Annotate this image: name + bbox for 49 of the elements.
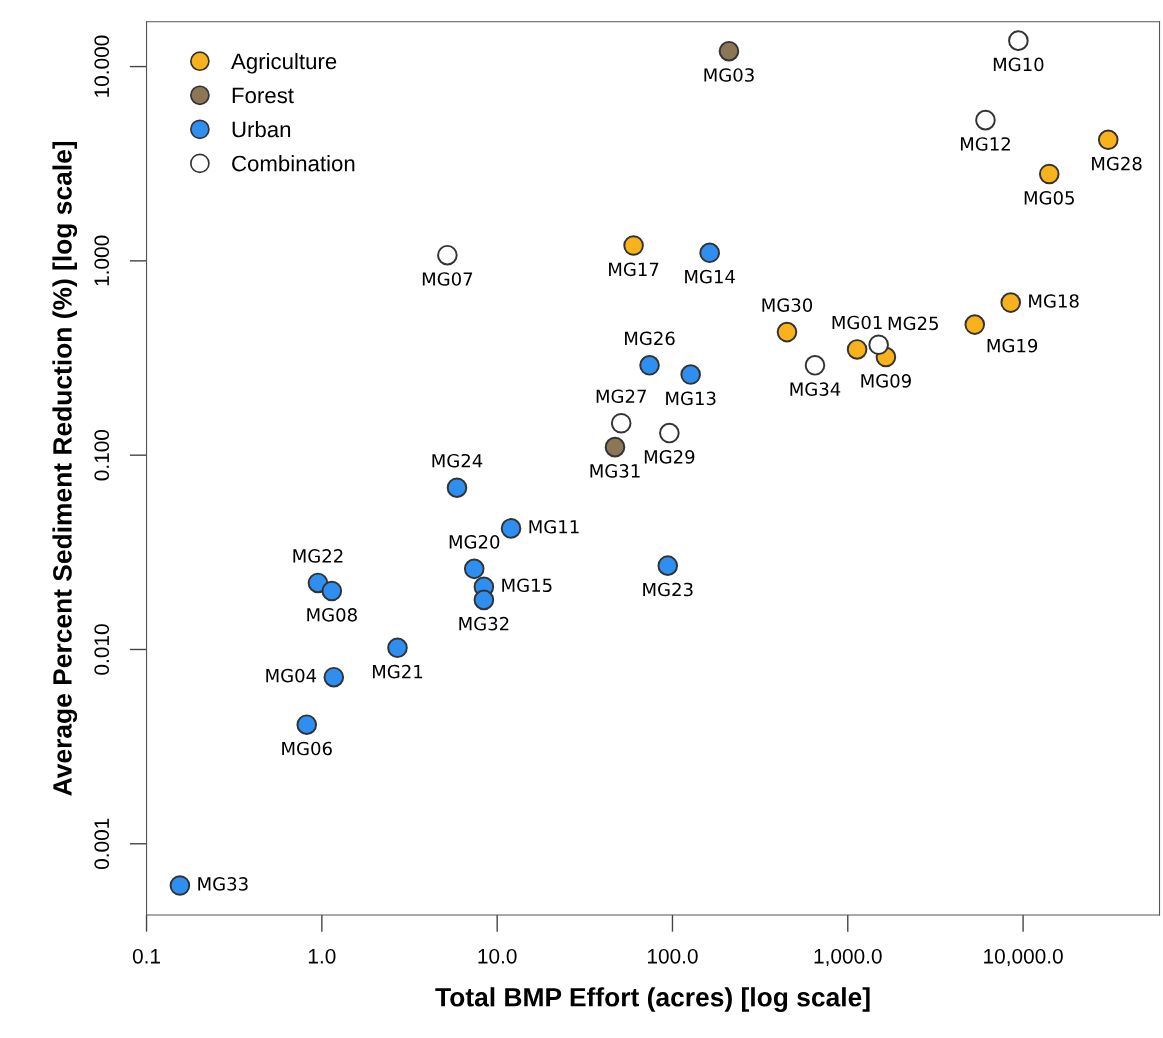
- annotation: MG13: [666, 391, 716, 406]
- y-axis-title: Average Percent Sediment Reduction (%) [log scale]: [52, 141, 78, 796]
- annotation: MG10: [993, 57, 1044, 72]
- x-tick-label: 10.0: [478, 948, 517, 964]
- x-tick-label: 100.0: [647, 948, 698, 964]
- x-axis-title: Total BMP Effort (acres) [log scale]: [435, 987, 870, 1012]
- y-tick-label: 0.001: [94, 818, 110, 870]
- x-tick-label: 0.1: [132, 948, 160, 964]
- annotation: MG21: [372, 664, 423, 679]
- x-tick-label: 1.0: [308, 948, 336, 964]
- annotation: MG22: [293, 549, 343, 563]
- y-tick-label: 0.010: [94, 624, 110, 675]
- annotation: MG17: [609, 262, 659, 277]
- annotation: MG24: [432, 453, 483, 468]
- annotation: MG11: [529, 519, 579, 534]
- annotation: MG09: [861, 374, 911, 388]
- annotation: MG33: [198, 877, 248, 891]
- annotation: MG28: [1092, 156, 1142, 171]
- annotation: MG06: [282, 741, 332, 756]
- legend-label: Urban: [232, 121, 291, 138]
- annotation: MG15: [502, 578, 552, 593]
- y-tick-label: 10.000: [94, 35, 110, 97]
- annotation: MG01: [832, 315, 882, 330]
- annotation: MG12: [960, 137, 1010, 151]
- annotation: MG29: [644, 450, 695, 464]
- annotation: MG23: [643, 582, 693, 597]
- annotation: MG14: [685, 269, 735, 284]
- annotation: MG20: [449, 535, 500, 549]
- annotation: MG31: [590, 464, 640, 478]
- x-tick-label: 1,000.0: [814, 948, 882, 967]
- annotation: MG05: [1024, 190, 1074, 205]
- annotation: MG25: [888, 316, 938, 331]
- annotation: MG26: [625, 331, 675, 346]
- annotation: MG32: [459, 616, 509, 631]
- legend-label: Forest: [232, 87, 294, 104]
- annotation: MG18: [1029, 294, 1079, 308]
- legend-label: Agriculture: [231, 52, 337, 74]
- y-tick-label: 0.100: [94, 429, 110, 481]
- annotation: MG07: [422, 272, 473, 286]
- annotation: MG04: [266, 668, 317, 683]
- annotation: MG19: [987, 338, 1038, 353]
- legend-label: Combination: [232, 155, 355, 172]
- annotation: MG30: [762, 298, 813, 312]
- annotation: MG34: [790, 382, 841, 396]
- annotation: MG27: [596, 389, 646, 404]
- y-tick-label: 1.000: [94, 235, 110, 286]
- x-tick-label: 10,000.0: [984, 948, 1063, 967]
- annotation: MG08: [307, 607, 357, 622]
- annotation: MG03: [704, 68, 754, 82]
